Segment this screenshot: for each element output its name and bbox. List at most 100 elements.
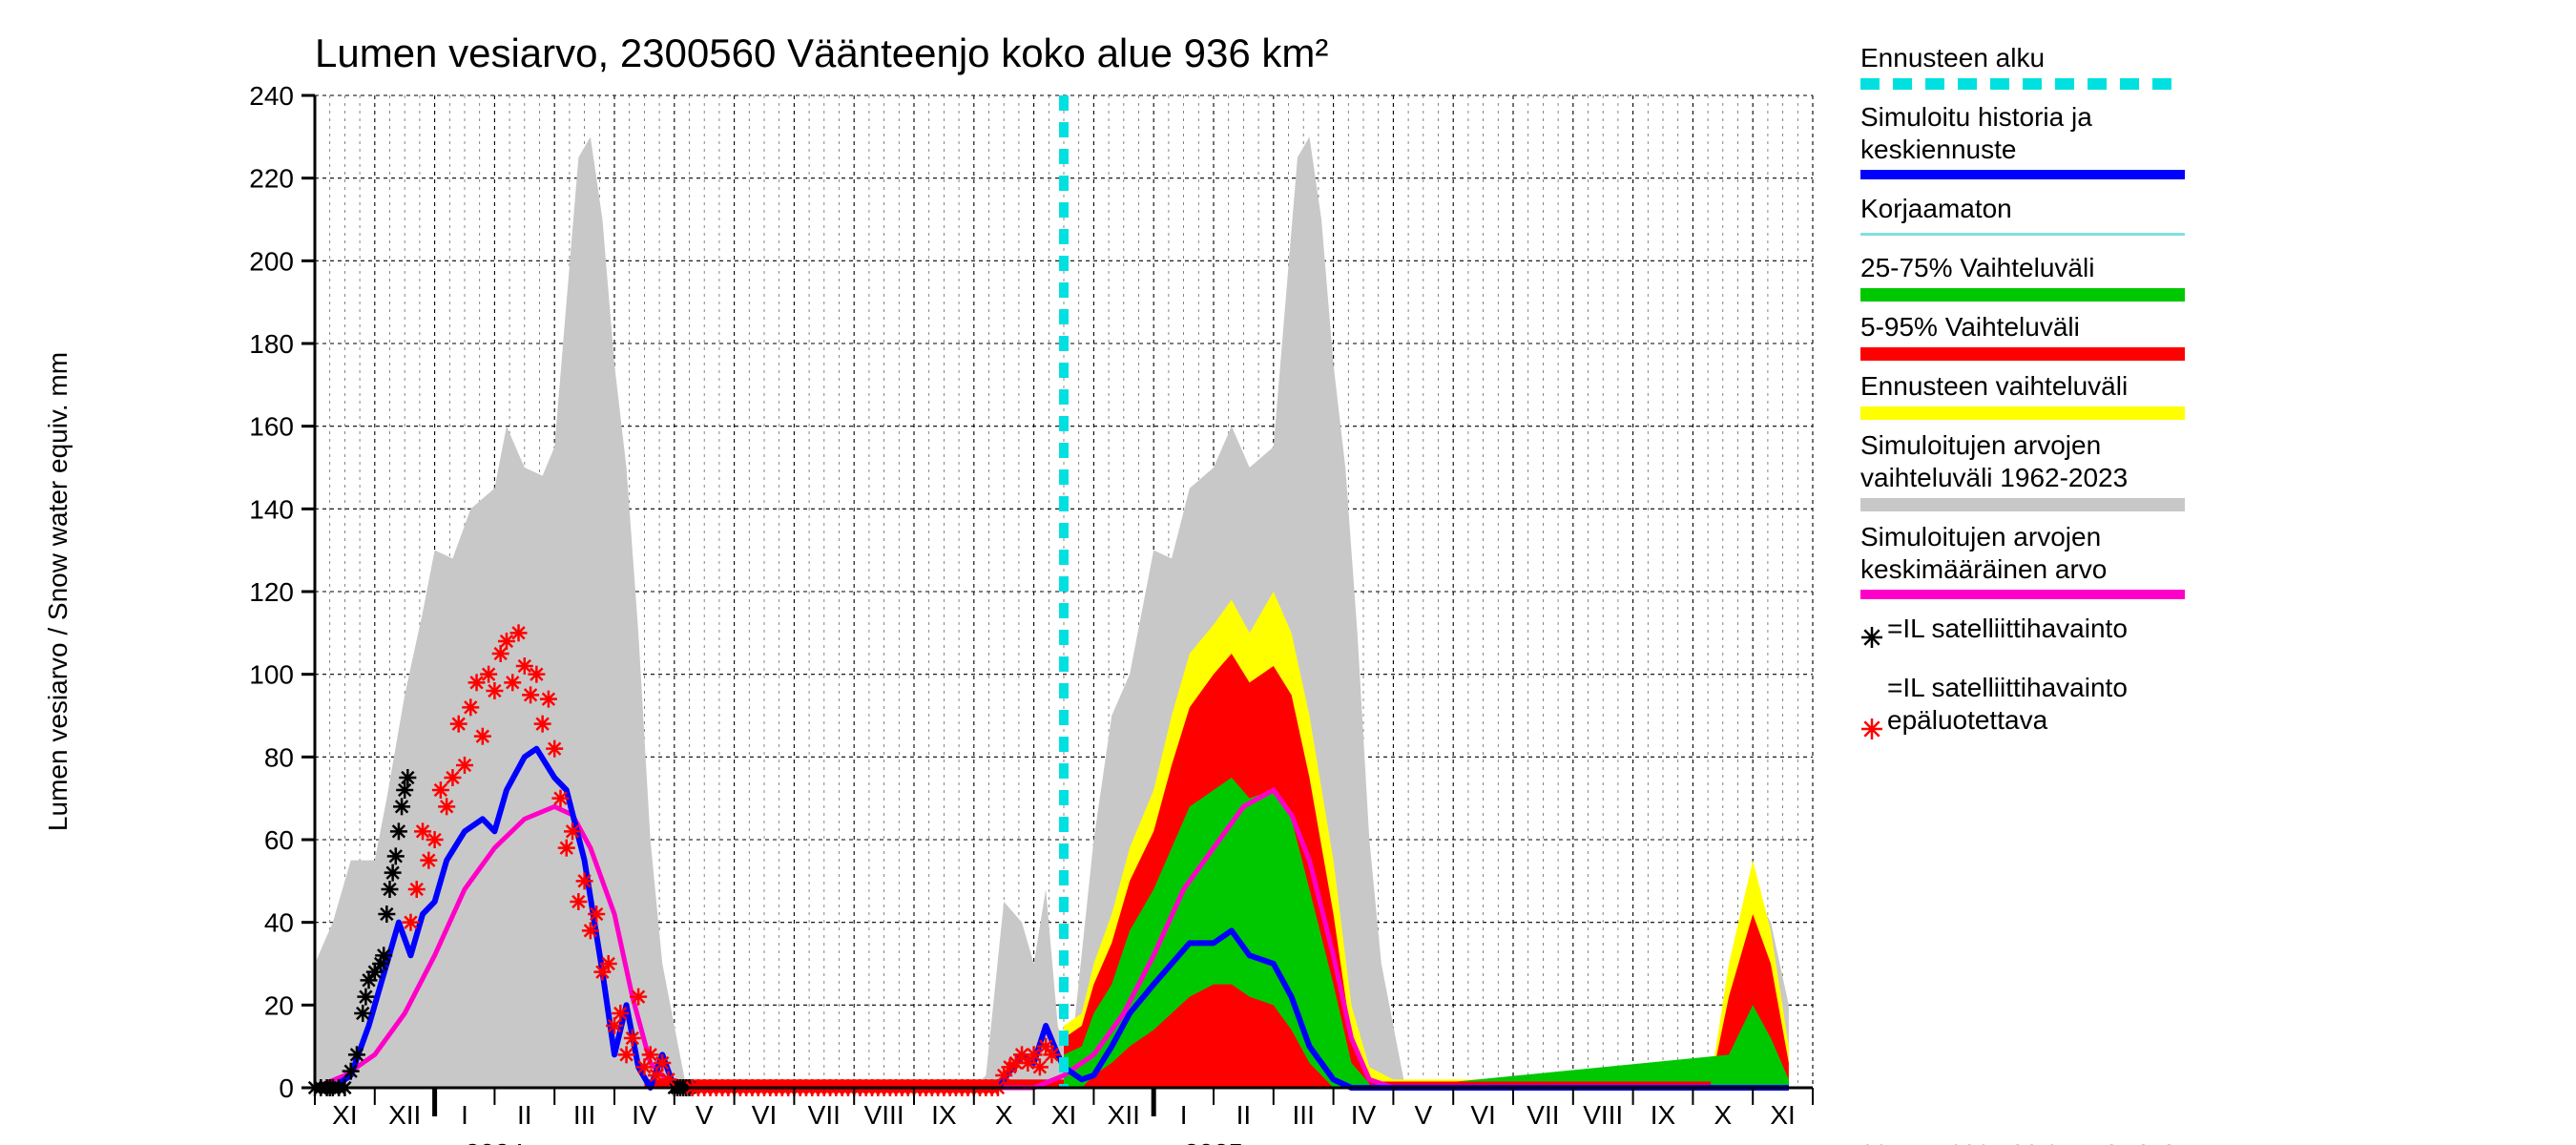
x-year-label: 2025 [1184, 1138, 1243, 1145]
asterisk-marker [654, 1054, 671, 1072]
asterisk-marker [402, 914, 419, 931]
historic-envelope-area [315, 136, 1789, 1088]
legend-label: keskiennuste [1860, 135, 2016, 164]
legend-label: 5-95% Vaihteluväli [1860, 312, 2080, 342]
x-month-label: X [1714, 1100, 1732, 1130]
x-month-label: I [461, 1100, 468, 1130]
asterisk-marker [588, 906, 605, 923]
asterisk-marker [450, 716, 467, 733]
y-tick-label: 100 [249, 660, 294, 690]
asterisk-marker [384, 864, 402, 882]
x-month-label: IV [632, 1100, 657, 1130]
asterisk-marker [504, 674, 521, 691]
x-month-label: IX [1651, 1100, 1676, 1130]
x-year-label: 2024 [465, 1138, 524, 1145]
x-month-label: XI [1051, 1100, 1076, 1130]
asterisk-marker [438, 798, 455, 815]
asterisk-marker [570, 893, 587, 910]
asterisk-marker [444, 769, 461, 786]
x-month-label: III [1293, 1100, 1315, 1130]
asterisk-marker [408, 881, 426, 898]
asterisk-marker [582, 922, 599, 939]
asterisk-marker [576, 872, 593, 889]
legend-label: Ennusteen alku [1860, 43, 2045, 73]
legend-label: Korjaamaton [1860, 194, 2012, 223]
y-tick-label: 40 [264, 908, 294, 938]
x-month-label: XI [1770, 1100, 1795, 1130]
x-month-label: IV [1351, 1100, 1377, 1130]
x-month-label: II [1236, 1100, 1252, 1130]
asterisk-marker [1861, 718, 1882, 739]
asterisk-marker [564, 822, 581, 840]
asterisk-marker [399, 769, 416, 786]
y-tick-label: 140 [249, 494, 294, 524]
legend-label: Simuloitujen arvojen [1860, 522, 2101, 552]
asterisk-marker [534, 716, 551, 733]
asterisk-marker [390, 822, 407, 840]
x-month-label: II [517, 1100, 532, 1130]
asterisk-marker [624, 1030, 641, 1047]
asterisk-marker [432, 781, 449, 799]
x-month-label: III [573, 1100, 595, 1130]
legend-label: Ennusteen vaihteluväli [1860, 371, 2128, 401]
x-month-label: V [1414, 1100, 1432, 1130]
asterisk-marker [600, 955, 617, 972]
x-month-label: VI [752, 1100, 777, 1130]
y-tick-label: 0 [279, 1073, 294, 1103]
asterisk-marker [462, 698, 479, 716]
x-month-label: IX [931, 1100, 957, 1130]
asterisk-marker [426, 831, 444, 848]
asterisk-marker [540, 691, 557, 708]
asterisk-marker [528, 666, 545, 683]
legend-label: =IL satelliittihavainto [1887, 673, 2128, 702]
x-month-label: XI [332, 1100, 357, 1130]
x-month-label: VIII [1583, 1100, 1623, 1130]
y-tick-label: 180 [249, 329, 294, 359]
asterisk-marker [498, 633, 515, 650]
asterisk-marker [1861, 627, 1882, 648]
legend-label: vaihteluväli 1962-2023 [1860, 463, 2128, 492]
asterisk-marker [551, 790, 569, 807]
y-tick-label: 160 [249, 412, 294, 442]
asterisk-marker [382, 881, 399, 898]
asterisk-marker [486, 682, 503, 699]
y-tick-label: 220 [249, 164, 294, 194]
asterisk-marker [480, 666, 497, 683]
x-month-label: V [696, 1100, 714, 1130]
x-month-label: X [995, 1100, 1013, 1130]
chart-svg: 020406080100120140160180200220240XIXIIII… [0, 0, 2576, 1145]
asterisk-marker [354, 1005, 371, 1022]
x-month-label: VII [808, 1100, 841, 1130]
chart-title: Lumen vesiarvo, 2300560 Väänteenjo koko … [315, 31, 1328, 75]
asterisk-marker [558, 840, 575, 857]
y-tick-label: 200 [249, 246, 294, 276]
asterisk-marker [612, 1005, 629, 1022]
asterisk-marker [510, 624, 528, 641]
legend-label: 25-75% Vaihteluväli [1860, 253, 2094, 282]
x-month-label: XII [388, 1100, 421, 1130]
y-axis-label: Lumen vesiarvo / Snow water equiv. mm [43, 352, 73, 831]
y-tick-label: 120 [249, 577, 294, 607]
legend-label: epäluotettava [1887, 705, 2048, 735]
asterisk-marker [546, 740, 563, 758]
y-tick-label: 240 [249, 81, 294, 111]
y-tick-label: 80 [264, 742, 294, 772]
asterisk-marker [474, 728, 491, 745]
asterisk-marker [522, 686, 539, 703]
asterisk-marker [468, 674, 486, 691]
asterisk-marker [396, 781, 413, 799]
x-month-label: I [1180, 1100, 1188, 1130]
footer-timestamp: 22-Nov-2024 06:35 WSFS-O [1860, 1139, 2179, 1145]
y-tick-label: 60 [264, 825, 294, 855]
legend-label: =IL satelliittihavainto [1887, 614, 2128, 643]
asterisk-marker [456, 757, 473, 774]
legend-label: Simuloitu historia ja [1860, 102, 2092, 132]
x-month-label: XII [1108, 1100, 1140, 1130]
x-month-label: VII [1527, 1100, 1559, 1130]
asterisk-marker [375, 947, 392, 964]
y-tick-label: 20 [264, 990, 294, 1020]
asterisk-marker [420, 852, 437, 869]
legend-label: Simuloitujen arvojen [1860, 430, 2101, 460]
asterisk-marker [378, 906, 395, 923]
asterisk-marker [516, 657, 533, 675]
